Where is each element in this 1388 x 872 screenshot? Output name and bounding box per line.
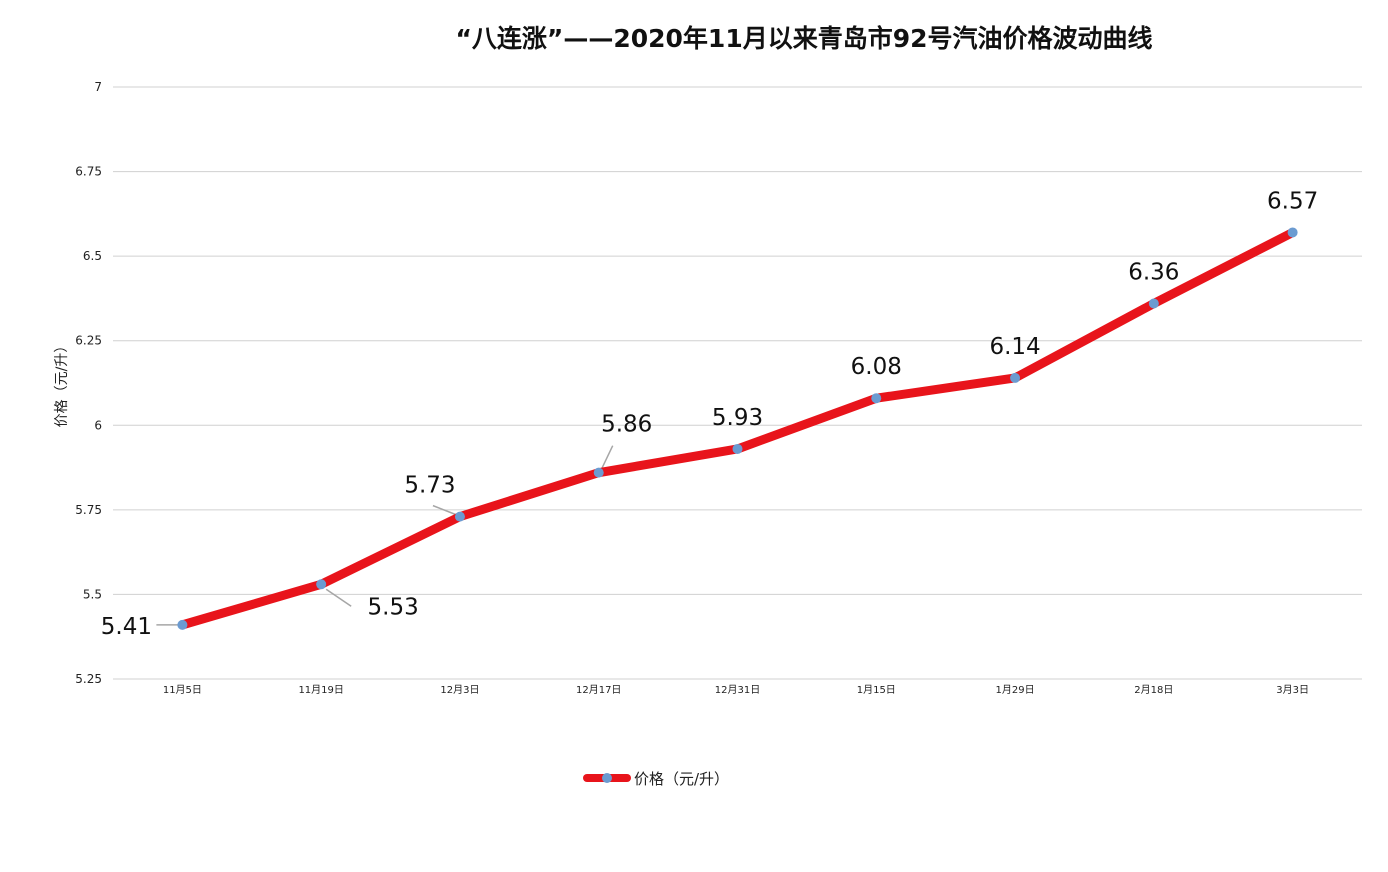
data-point (1010, 372, 1021, 383)
gridlines (113, 86, 1362, 680)
data-label: 5.41 (101, 614, 152, 640)
x-tick-label: 1月29日 (996, 684, 1035, 696)
data-label: 5.93 (712, 405, 763, 431)
data-point (871, 393, 882, 404)
x-tick-label: 12月31日 (715, 684, 760, 696)
leader-line (601, 445, 614, 469)
data-label: 6.57 (1267, 188, 1318, 214)
legend-label: 价格（元/升） (634, 770, 729, 788)
series-markers (177, 227, 1298, 630)
data-labels: 5.41 5.53 5.73 5.86 5.93 6.08 6.14 6.36 6.57 (101, 188, 1318, 639)
x-axis-ticks: 11月5日 11月19日 12月3日 12月17日 12月31日 1月15日 1月29日 2月… (163, 684, 1309, 696)
legend: 价格（元/升） (583, 770, 729, 788)
x-tick-label: 12月3日 (440, 684, 479, 696)
y-axis-ticks: 5.25 5.5 5.75 6 6.25 6.5 6.75 7 (75, 80, 102, 686)
data-point (593, 467, 604, 478)
x-tick-label: 11月5日 (163, 684, 202, 696)
data-label: 5.53 (368, 594, 419, 620)
y-tick-label: 6.5 (83, 249, 102, 263)
x-tick-label: 2月18日 (1134, 684, 1173, 696)
y-tick-label: 5.5 (83, 587, 102, 601)
x-tick-label: 11月19日 (298, 684, 343, 696)
data-point (177, 619, 188, 630)
data-point (454, 511, 465, 522)
x-tick-label: 1月15日 (857, 684, 896, 696)
data-point (316, 579, 327, 590)
y-tick-label: 6.25 (75, 334, 102, 348)
y-tick-label: 6.75 (75, 165, 102, 179)
y-tick-label: 7 (94, 80, 102, 94)
leader-line (325, 588, 352, 607)
data-point (732, 443, 743, 454)
y-tick-label: 6 (94, 418, 102, 432)
leader-line (432, 504, 457, 516)
legend-marker-swatch (602, 773, 612, 783)
y-tick-label: 5.75 (75, 503, 102, 517)
data-label: 6.14 (989, 334, 1040, 360)
data-label: 5.73 (404, 473, 455, 499)
y-tick-label: 5.25 (75, 672, 102, 686)
chart-title: “八连涨”——2020年11月以来青岛市92号汽油价格波动曲线 (455, 24, 1152, 53)
x-tick-label: 3月3日 (1276, 684, 1309, 696)
y-axis-label: 价格（元/升） (54, 339, 70, 428)
x-tick-label: 12月17日 (576, 684, 621, 696)
data-point (1287, 227, 1298, 238)
data-label: 6.08 (851, 354, 902, 380)
data-label: 6.36 (1128, 260, 1179, 286)
data-label: 5.86 (601, 412, 652, 438)
label-leader-lines (156, 445, 614, 626)
data-point (1148, 298, 1159, 309)
